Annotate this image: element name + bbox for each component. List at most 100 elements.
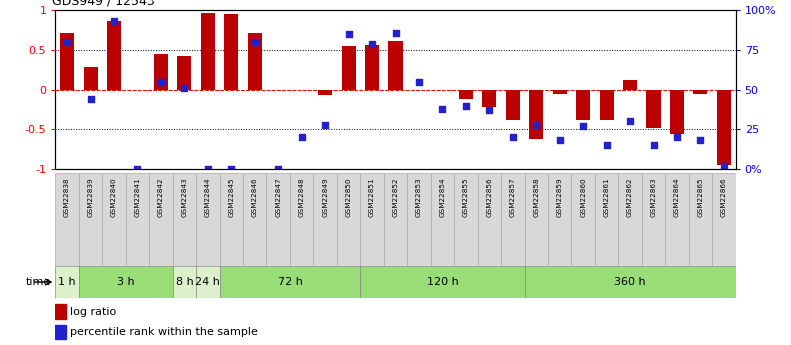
Text: GSM22857: GSM22857 xyxy=(509,178,516,217)
Bar xyxy=(361,266,524,298)
Bar xyxy=(225,13,238,90)
Bar xyxy=(600,90,614,120)
Bar xyxy=(384,172,407,266)
Text: GSM22851: GSM22851 xyxy=(369,178,375,217)
Point xyxy=(248,39,261,45)
Bar xyxy=(642,172,665,266)
Text: GSM22843: GSM22843 xyxy=(181,178,187,217)
Text: GSM22850: GSM22850 xyxy=(346,178,351,217)
Bar xyxy=(388,40,403,90)
Bar xyxy=(407,172,430,266)
Text: percentile rank within the sample: percentile rank within the sample xyxy=(70,327,258,337)
Bar xyxy=(529,90,543,139)
Bar xyxy=(102,172,126,266)
Text: GSM22860: GSM22860 xyxy=(580,178,586,217)
Text: GSM22845: GSM22845 xyxy=(229,178,234,217)
Point xyxy=(717,163,730,169)
Point xyxy=(554,138,566,143)
Text: log ratio: log ratio xyxy=(70,307,116,317)
Text: GSM22846: GSM22846 xyxy=(252,178,258,217)
Bar xyxy=(483,90,497,107)
Text: GSM22864: GSM22864 xyxy=(674,178,680,217)
Bar xyxy=(459,90,473,99)
Bar xyxy=(689,172,712,266)
Bar xyxy=(220,266,361,298)
Text: 1 h: 1 h xyxy=(59,277,76,287)
Bar xyxy=(548,172,571,266)
Bar xyxy=(342,46,356,90)
Point xyxy=(413,79,426,85)
Bar xyxy=(313,172,337,266)
Text: GSM22838: GSM22838 xyxy=(64,178,70,217)
Text: GSM22841: GSM22841 xyxy=(134,178,141,217)
Point xyxy=(436,106,448,111)
Bar xyxy=(524,172,548,266)
Text: GSM22855: GSM22855 xyxy=(463,178,469,217)
Text: 360 h: 360 h xyxy=(615,277,646,287)
Bar xyxy=(220,172,243,266)
Bar xyxy=(79,172,102,266)
Bar xyxy=(290,172,313,266)
Bar xyxy=(553,90,566,93)
Bar xyxy=(454,172,478,266)
Point xyxy=(225,166,237,172)
Point xyxy=(295,135,308,140)
Bar xyxy=(717,90,731,165)
Point xyxy=(530,122,543,127)
Point xyxy=(483,108,496,113)
Point xyxy=(624,119,637,124)
Bar xyxy=(107,21,121,90)
Point xyxy=(154,79,167,85)
Point xyxy=(84,97,97,102)
Bar xyxy=(248,32,262,90)
Bar xyxy=(430,172,454,266)
Bar xyxy=(619,172,642,266)
Bar xyxy=(196,266,220,298)
Point xyxy=(319,122,331,127)
Bar xyxy=(646,90,660,128)
Bar xyxy=(505,90,520,120)
Point xyxy=(178,85,191,91)
Bar xyxy=(576,90,590,120)
Bar xyxy=(337,172,361,266)
Bar xyxy=(318,90,332,95)
Text: GSM22854: GSM22854 xyxy=(440,178,445,217)
Text: GSM22847: GSM22847 xyxy=(275,178,282,217)
Text: GSM22859: GSM22859 xyxy=(557,178,562,217)
Point xyxy=(202,166,214,172)
Bar xyxy=(177,56,191,90)
Bar xyxy=(196,172,220,266)
Bar xyxy=(55,172,79,266)
Bar xyxy=(361,172,384,266)
Text: GSM22862: GSM22862 xyxy=(627,178,633,217)
Point xyxy=(365,41,378,47)
Bar xyxy=(501,172,524,266)
Text: 120 h: 120 h xyxy=(426,277,458,287)
Bar xyxy=(365,45,379,90)
Bar xyxy=(670,90,684,134)
Text: GSM22844: GSM22844 xyxy=(205,178,211,217)
Text: 72 h: 72 h xyxy=(278,277,302,287)
Bar xyxy=(60,32,74,90)
Bar xyxy=(243,172,267,266)
Bar xyxy=(55,266,79,298)
Text: GSM22852: GSM22852 xyxy=(392,178,399,217)
Bar xyxy=(201,13,215,90)
Point xyxy=(61,39,74,45)
Point xyxy=(131,166,144,172)
Bar xyxy=(623,80,637,90)
Text: 3 h: 3 h xyxy=(117,277,134,287)
Text: GSM22865: GSM22865 xyxy=(698,178,703,217)
Point xyxy=(460,103,472,108)
Bar xyxy=(712,172,736,266)
Text: 8 h: 8 h xyxy=(176,277,193,287)
Text: GSM22863: GSM22863 xyxy=(650,178,657,217)
Bar xyxy=(172,172,196,266)
Text: GSM22858: GSM22858 xyxy=(533,178,539,217)
Point xyxy=(671,135,683,140)
Bar xyxy=(79,266,172,298)
Bar xyxy=(154,54,168,90)
Text: GSM22849: GSM22849 xyxy=(322,178,328,217)
Point xyxy=(389,30,402,35)
Point xyxy=(577,124,589,129)
